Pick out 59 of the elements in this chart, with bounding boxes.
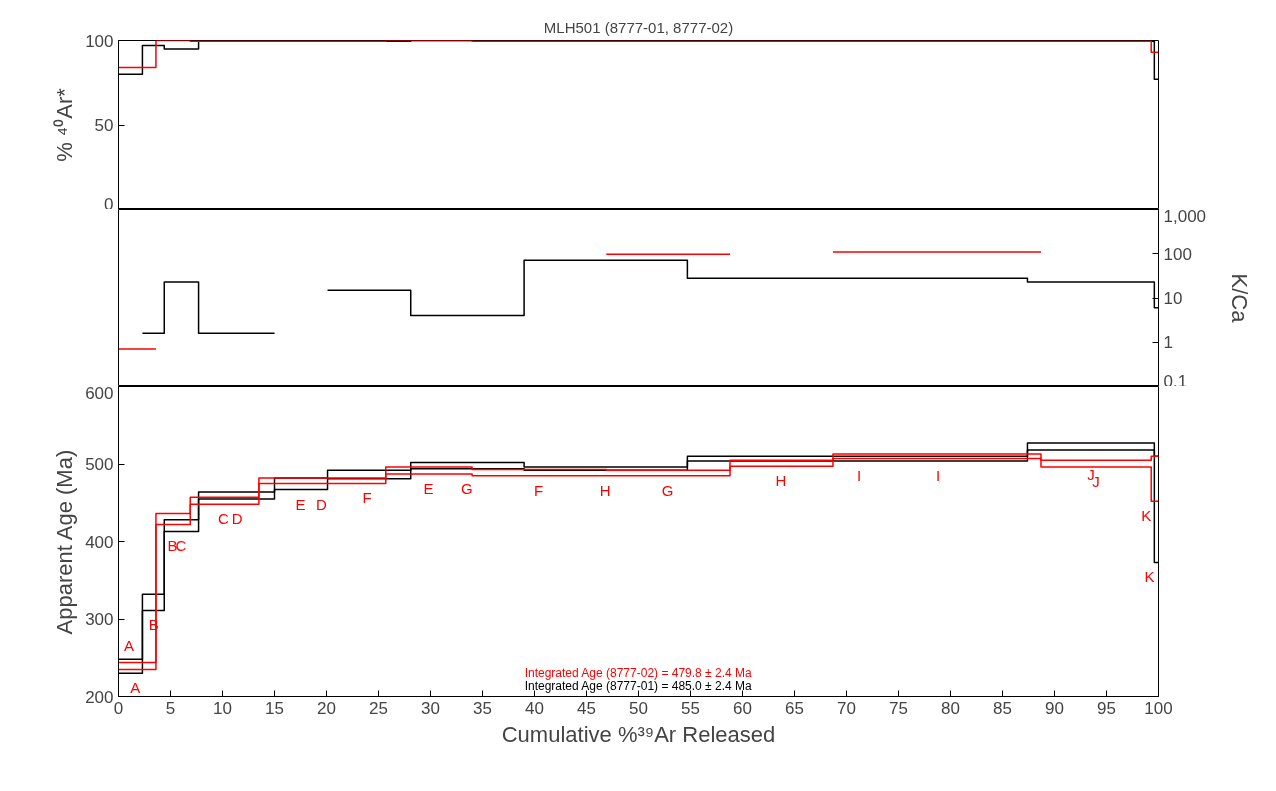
annotation: H bbox=[599, 481, 611, 499]
annotation: F bbox=[362, 489, 372, 507]
annotation: Integrated Age (8777-02) = 479.8 ± 2.4 Ma bbox=[524, 665, 753, 680]
annotation: K bbox=[1141, 507, 1152, 525]
x-tick-label: 40 bbox=[525, 698, 544, 718]
x-tick-label: 60 bbox=[733, 698, 752, 718]
annotation: F bbox=[534, 481, 544, 499]
x-tick-label: 90 bbox=[1045, 698, 1064, 718]
x-tick-label: 15 bbox=[265, 698, 284, 718]
x-tick-label: 10 bbox=[213, 698, 232, 718]
y2-axis-title: K/Ca bbox=[1227, 273, 1253, 324]
y2-tick-label: 100 bbox=[1163, 244, 1192, 264]
x-tick-label: 95 bbox=[1097, 698, 1116, 718]
annotation: C bbox=[175, 537, 187, 555]
y2-tick-label: 0.1 bbox=[1163, 371, 1188, 391]
y2-tick-label: 1,000 bbox=[1163, 206, 1207, 226]
annotation: K bbox=[1144, 568, 1155, 586]
y-tick-label: 0 bbox=[104, 194, 114, 214]
chart-title: MLH501 (8777-01, 8777-02) bbox=[543, 18, 734, 36]
y-tick-label: 200 bbox=[85, 687, 114, 707]
y-tick-label: 400 bbox=[85, 532, 114, 552]
x-tick-label: 20 bbox=[317, 698, 336, 718]
y-axis-title: % ⁴⁰Ar* bbox=[52, 87, 78, 162]
x-tick-label: 75 bbox=[889, 698, 908, 718]
annotation: I bbox=[935, 466, 941, 484]
x-tick-label: 55 bbox=[681, 698, 700, 718]
x-tick-label: 80 bbox=[941, 698, 960, 718]
x-tick-label: 35 bbox=[473, 698, 492, 718]
x-tick-label: 45 bbox=[577, 698, 596, 718]
y-tick-label: 100 bbox=[85, 31, 114, 51]
annotation: A bbox=[130, 679, 141, 697]
annotation: E bbox=[295, 495, 306, 513]
x-tick-label: 100 bbox=[1144, 698, 1173, 718]
annotation: B bbox=[167, 537, 178, 555]
annotation: J bbox=[1087, 466, 1095, 484]
annotation: A bbox=[123, 637, 134, 655]
y2-tick-label: 10 bbox=[1163, 289, 1183, 308]
x-tick-label: 5 bbox=[165, 698, 176, 718]
annotation: G bbox=[661, 481, 674, 499]
y2-tick-label: 1 bbox=[1163, 333, 1173, 353]
y-tick-label: 500 bbox=[85, 455, 114, 474]
y-axis-title: Apparent Age (Ma) bbox=[52, 449, 78, 635]
annotation: G bbox=[461, 480, 473, 498]
y-tick-label: 600 bbox=[85, 383, 114, 403]
x-tick-label: 65 bbox=[785, 698, 804, 718]
x-tick-label: 50 bbox=[629, 698, 648, 718]
x-tick-label: 70 bbox=[837, 698, 856, 718]
annotation: C bbox=[218, 510, 230, 528]
annotation: D bbox=[315, 495, 327, 513]
annotation: D bbox=[231, 510, 243, 528]
x-tick-label: 25 bbox=[369, 698, 388, 718]
y-tick-label: 300 bbox=[85, 610, 114, 629]
x-tick-label: 85 bbox=[993, 698, 1012, 718]
x-axis-title: Cumulative %³⁹Ar Released bbox=[501, 721, 776, 747]
annotation: H bbox=[775, 472, 787, 490]
y-tick-label: 50 bbox=[94, 116, 114, 135]
annotation: E bbox=[423, 480, 434, 498]
x-tick-label: 30 bbox=[421, 698, 440, 718]
annotation: I bbox=[856, 466, 862, 484]
